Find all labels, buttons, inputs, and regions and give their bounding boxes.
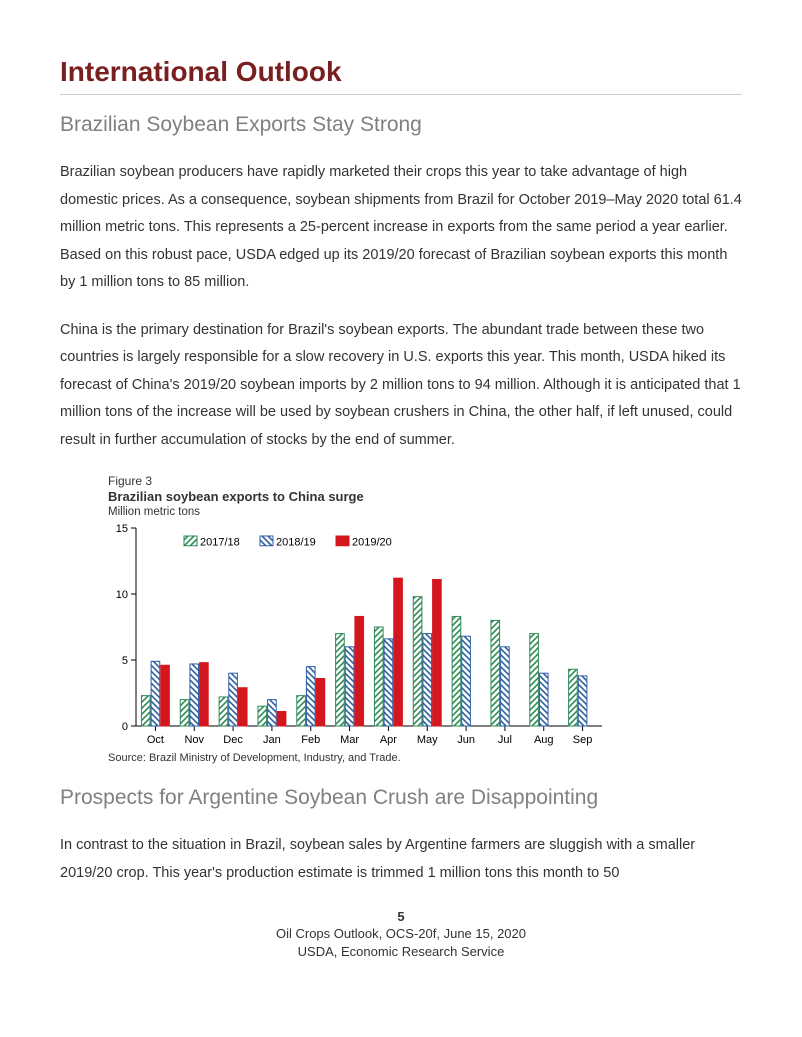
svg-text:Feb: Feb: [301, 734, 320, 746]
svg-text:Mar: Mar: [340, 734, 359, 746]
svg-text:May: May: [417, 734, 438, 746]
section-subtitle-1: Brazilian Soybean Exports Stay Strong: [60, 113, 742, 137]
svg-text:2017/18: 2017/18: [200, 537, 240, 549]
figure-source: Source: Brazil Ministry of Development, …: [108, 752, 628, 764]
svg-text:Nov: Nov: [184, 734, 204, 746]
chart-container: Figure 3 Brazilian soybean exports to Ch…: [108, 474, 628, 764]
svg-text:Sep: Sep: [573, 734, 593, 746]
svg-text:2018/19: 2018/19: [276, 537, 316, 549]
svg-text:Dec: Dec: [223, 734, 243, 746]
svg-text:5: 5: [122, 655, 128, 667]
svg-text:Oct: Oct: [147, 734, 164, 746]
footer-line-2: USDA, Economic Research Service: [60, 943, 742, 961]
body-paragraph-2: China is the primary destination for Bra…: [60, 317, 742, 455]
page-footer: 5 Oil Crops Outlook, OCS-20f, June 15, 2…: [60, 908, 742, 961]
page-number: 5: [60, 908, 742, 926]
figure-title: Brazilian soybean exports to China surge: [108, 489, 628, 504]
svg-text:Jun: Jun: [457, 734, 475, 746]
svg-text:10: 10: [116, 589, 128, 601]
svg-text:Apr: Apr: [380, 734, 397, 746]
page-title: International Outlook: [60, 56, 742, 95]
body-paragraph-1: Brazilian soybean producers have rapidly…: [60, 159, 742, 297]
svg-text:Jan: Jan: [263, 734, 281, 746]
figure-unit: Million metric tons: [108, 506, 628, 518]
svg-text:Aug: Aug: [534, 734, 554, 746]
svg-text:15: 15: [116, 523, 128, 535]
body-paragraph-3: In contrast to the situation in Brazil, …: [60, 832, 742, 887]
svg-text:2019/20: 2019/20: [352, 537, 392, 549]
svg-text:Jul: Jul: [498, 734, 512, 746]
section-subtitle-2: Prospects for Argentine Soybean Crush ar…: [60, 786, 742, 810]
figure-label: Figure 3: [108, 474, 628, 488]
bar-chart: 0 5 10 15 Oct Nov Dec Jan Feb Mar Apr May Jun Jul Aug S…: [108, 520, 608, 750]
svg-text:0: 0: [122, 721, 128, 733]
footer-line-1: Oil Crops Outlook, OCS-20f, June 15, 202…: [60, 925, 742, 943]
